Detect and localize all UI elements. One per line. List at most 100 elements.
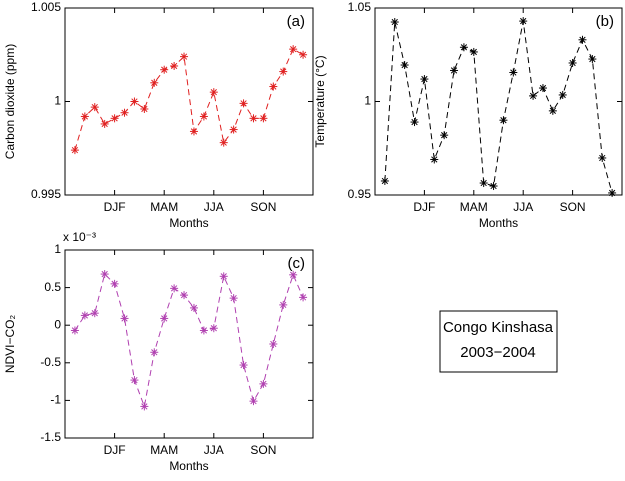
star-marker (249, 114, 258, 123)
axes-frame (374, 7, 623, 196)
star-marker (219, 138, 228, 147)
star-marker (459, 43, 468, 52)
star-marker (279, 67, 288, 76)
x-tick-label: MAM (150, 443, 178, 457)
star-marker (100, 119, 109, 128)
star-marker (229, 294, 238, 303)
y-tick-label: -1.5 (40, 430, 61, 444)
star-marker (440, 131, 449, 140)
star-marker (120, 314, 129, 323)
star-marker (180, 52, 189, 61)
star-marker (538, 84, 547, 93)
star-marker (100, 270, 109, 279)
star-marker (450, 66, 459, 75)
axes-frame (64, 249, 314, 439)
x-tick-label: JJA (204, 200, 224, 214)
axes-frame (64, 7, 314, 196)
x-tick-label: DJF (104, 200, 126, 214)
y-tick-label: 1 (364, 94, 371, 108)
y-tick-label: 0.95 (348, 187, 372, 201)
star-marker (479, 179, 488, 188)
star-marker (150, 348, 159, 357)
y-tick-label: -1 (50, 393, 61, 407)
y-tick-label: 1.05 (348, 0, 372, 14)
star-marker (209, 324, 218, 333)
y-tick-label: 1.005 (31, 0, 61, 14)
x-tick-label: MAM (150, 200, 178, 214)
star-marker (90, 309, 99, 318)
y-tick-label: 1 (54, 94, 61, 108)
star-marker (410, 118, 419, 127)
star-marker (229, 125, 238, 134)
star-marker (199, 112, 208, 121)
star-marker (588, 55, 597, 64)
text-box-line: 2003−2004 (460, 344, 536, 361)
star-marker (239, 361, 248, 370)
star-marker (558, 90, 567, 99)
star-marker (420, 75, 429, 84)
x-axis-label: Months (169, 216, 208, 230)
star-marker (219, 272, 228, 281)
y-tick-label: 0.5 (44, 280, 61, 294)
star-marker (289, 270, 298, 279)
star-marker (489, 182, 498, 191)
star-marker (299, 293, 308, 302)
y-tick-label: 0 (54, 317, 61, 331)
star-marker (299, 50, 308, 59)
x-tick-label: DJF (413, 200, 435, 214)
y-tick-label: -0.5 (40, 355, 61, 369)
star-marker (180, 291, 189, 300)
text-box (439, 310, 558, 373)
star-marker (150, 78, 159, 87)
y-tick-label: 1 (54, 242, 61, 256)
y-tick-label: 0.995 (31, 187, 61, 201)
data-line (74, 273, 304, 409)
star-marker (499, 116, 508, 125)
star-marker (110, 279, 119, 288)
star-marker (509, 68, 518, 77)
star-marker (269, 82, 278, 91)
x-axis-label: Months (169, 459, 208, 473)
x-tick-label: MAM (460, 200, 488, 214)
star-marker (289, 45, 298, 54)
star-marker (140, 104, 149, 113)
star-marker (189, 303, 198, 312)
star-marker (578, 35, 587, 44)
y-axis-label: Temperature (°C) (313, 55, 327, 147)
star-marker (209, 88, 218, 97)
star-marker (189, 127, 198, 136)
star-marker (120, 108, 129, 117)
star-marker (380, 176, 389, 185)
y-multiplier: x 10⁻³ (63, 230, 96, 244)
star-marker (548, 106, 557, 115)
star-marker (249, 397, 258, 406)
star-marker (259, 379, 268, 388)
x-tick-label: SON (560, 200, 586, 214)
star-marker (239, 99, 248, 108)
star-marker (130, 97, 139, 106)
x-tick-label: DJF (104, 443, 126, 457)
x-tick-label: SON (250, 200, 276, 214)
star-marker (259, 114, 268, 123)
star-marker (390, 18, 399, 27)
star-marker (568, 58, 577, 67)
data-line (384, 20, 613, 194)
x-tick-label: JJA (513, 200, 533, 214)
star-marker (90, 103, 99, 112)
star-marker (160, 65, 169, 74)
star-marker (400, 61, 409, 70)
star-marker (519, 17, 528, 26)
x-axis-label: Months (479, 216, 518, 230)
star-marker (80, 311, 89, 320)
text-box-line: Congo Kinshasa (443, 319, 554, 336)
y-axis-label: NDVI−CO₂ (3, 314, 17, 373)
star-marker (598, 153, 607, 162)
star-marker (430, 155, 439, 164)
star-marker (80, 112, 89, 121)
y-axis-label: Carbon dioxide (ppm) (3, 44, 17, 159)
panel-label: (c) (288, 255, 306, 272)
panel-label: (b) (596, 13, 614, 30)
panel-label: (a) (287, 13, 305, 30)
star-marker (269, 340, 278, 348)
